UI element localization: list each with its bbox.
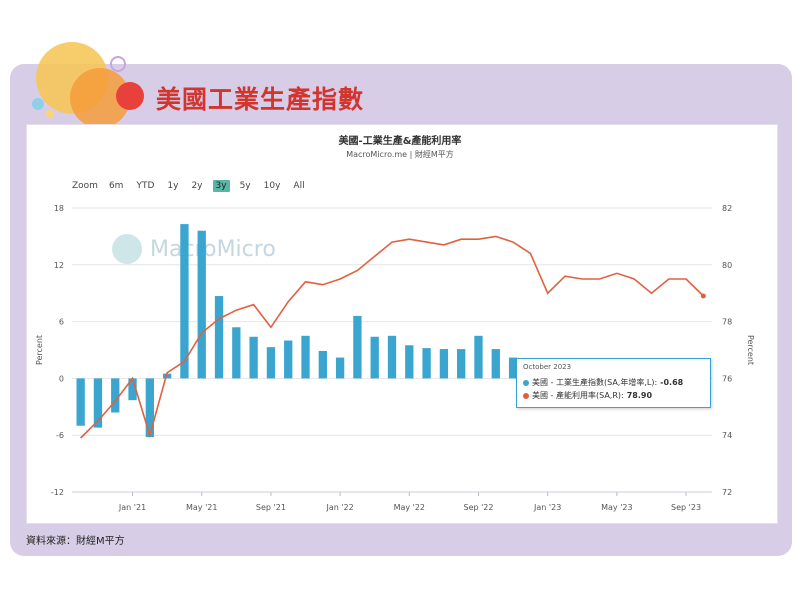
x-tick-label: Jan '22 bbox=[325, 503, 353, 512]
x-tick-label: Sep '23 bbox=[671, 503, 701, 512]
bar bbox=[405, 345, 414, 379]
watermark: MacroMicro bbox=[112, 234, 276, 264]
bar bbox=[111, 378, 120, 413]
line-point bbox=[700, 293, 706, 299]
page-heading: 美國工業生產指數 bbox=[156, 85, 365, 114]
tooltip-row-production: 美國 - 工業生產指數(SA,年增率,L): -0.68 bbox=[523, 377, 683, 388]
tooltip-dot-blue-icon bbox=[523, 379, 529, 386]
bar bbox=[76, 378, 85, 426]
tooltip-value: 78.90 bbox=[626, 391, 653, 400]
y-axis-title: Percent bbox=[35, 335, 44, 365]
bar bbox=[508, 357, 518, 379]
deco-dot-blue bbox=[32, 98, 44, 110]
bar bbox=[232, 327, 241, 379]
zoom-5y-button[interactable]: 5y bbox=[239, 181, 251, 191]
y-tick-label: -6 bbox=[56, 431, 64, 440]
chart-container bbox=[26, 124, 778, 524]
tooltip-label: 美國 - 工業生產指數(SA,年增率,L): bbox=[532, 378, 658, 387]
zoom-10y-button[interactable]: 10y bbox=[263, 181, 281, 191]
y-tick-label: 12 bbox=[54, 261, 64, 270]
bar bbox=[214, 296, 224, 379]
bar bbox=[128, 378, 137, 401]
bar bbox=[318, 350, 327, 379]
zoom-label: Zoom bbox=[72, 181, 98, 191]
x-tick-label: Jan '21 bbox=[118, 503, 146, 512]
x-tick-label: Sep '22 bbox=[463, 503, 493, 512]
y2-axis-title: Percent bbox=[746, 335, 755, 365]
bar bbox=[457, 349, 466, 379]
bar bbox=[93, 378, 103, 428]
tooltip-label: 美國 - 產能利用率(SA,R): bbox=[532, 391, 624, 400]
zoom-3y-button[interactable]: 3y bbox=[212, 180, 230, 192]
zoom-ytd-button[interactable]: YTD bbox=[136, 181, 155, 191]
y2-tick-label: 72 bbox=[722, 488, 732, 497]
capacity-line bbox=[80, 235, 704, 439]
bar bbox=[422, 348, 431, 379]
bar bbox=[370, 336, 379, 379]
bar bbox=[387, 335, 397, 379]
y-tick-label: 6 bbox=[59, 318, 64, 327]
chart-subtitle: MacroMicro.me | 財經M平方 bbox=[346, 150, 454, 159]
x-tick-label: Sep '21 bbox=[256, 503, 286, 512]
deco-circle-red bbox=[116, 82, 144, 110]
bar bbox=[301, 335, 310, 379]
deco-ring bbox=[110, 56, 126, 72]
bar bbox=[353, 315, 362, 379]
source-note: 資料來源：財經M平方 bbox=[26, 536, 125, 547]
bar bbox=[491, 349, 500, 379]
chart-tooltip: October 2023 美國 - 工業生產指數(SA,年增率,L): -0.6… bbox=[516, 358, 711, 408]
chart-title: 美國-工業生產&產能利用率 bbox=[338, 136, 462, 147]
tooltip-dot-red-icon bbox=[523, 392, 529, 399]
bar bbox=[162, 373, 172, 379]
tooltip-row-capacity: 美國 - 產能利用率(SA,R): 78.90 bbox=[523, 390, 652, 401]
y2-tick-label: 76 bbox=[722, 374, 732, 383]
y2-tick-label: 80 bbox=[722, 261, 732, 270]
y-tick-label: -12 bbox=[51, 488, 64, 497]
y2-tick-label: 82 bbox=[722, 204, 732, 213]
bar bbox=[439, 349, 449, 379]
x-tick-label: Jan '23 bbox=[533, 503, 561, 512]
zoom-6m-button[interactable]: 6m bbox=[108, 181, 124, 191]
bar bbox=[474, 335, 483, 379]
zoom-1y-button[interactable]: 1y bbox=[167, 181, 179, 191]
y-tick-label: 18 bbox=[54, 204, 64, 213]
bar bbox=[197, 230, 206, 379]
deco-dot-yellow bbox=[46, 110, 54, 118]
zoom-2y-button[interactable]: 2y bbox=[191, 181, 203, 191]
bar bbox=[335, 357, 345, 379]
bar bbox=[180, 224, 189, 379]
y2-tick-label: 74 bbox=[722, 431, 732, 440]
zoom-bar: Zoom 6m YTD 1y 2y 3y 5y 10y All bbox=[72, 180, 308, 192]
bar bbox=[284, 340, 293, 379]
bar bbox=[249, 336, 258, 379]
bar bbox=[145, 378, 154, 438]
x-tick-label: May '22 bbox=[394, 503, 425, 512]
y2-tick-label: 78 bbox=[722, 318, 732, 327]
bar bbox=[266, 347, 276, 379]
deco-circle-orange bbox=[70, 68, 130, 128]
watermark-text: MacroMicro bbox=[150, 236, 276, 262]
tooltip-value: -0.68 bbox=[660, 378, 684, 387]
tooltip-date: October 2023 bbox=[523, 363, 572, 371]
zoom-all-button[interactable]: All bbox=[293, 181, 305, 191]
x-tick-label: May '23 bbox=[601, 503, 632, 512]
x-tick-label: May '21 bbox=[186, 503, 217, 512]
watermark-logo-icon bbox=[112, 234, 142, 264]
y-tick-label: 0 bbox=[59, 374, 64, 383]
